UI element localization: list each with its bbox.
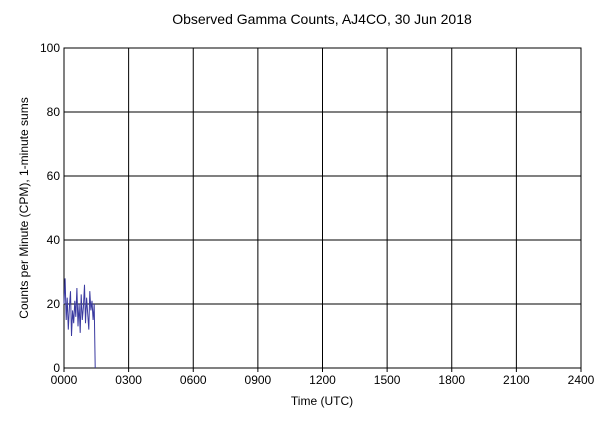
y-tick-label: 0 [53,361,60,375]
y-tick-label: 80 [47,105,61,119]
x-tick-label: 0900 [245,373,272,387]
x-tick-label: 1200 [309,373,336,387]
x-tick-label: 2400 [568,373,595,387]
x-tick-label: 0600 [180,373,207,387]
y-tick-label: 60 [47,169,61,183]
x-axis-label: Time (UTC) [291,394,353,408]
chart-title: Observed Gamma Counts, AJ4CO, 30 Jun 201… [172,11,472,27]
x-tick-label: 1800 [438,373,465,387]
data-line [63,278,96,369]
x-tick-label: 1500 [374,373,401,387]
y-tick-label: 100 [40,41,60,55]
x-tick-label: 0300 [115,373,142,387]
x-tick-label: 0000 [51,373,78,387]
x-tick-label: 2100 [503,373,530,387]
y-axis-label: Counts per Minute (CPM), 1-minute sums [17,97,31,318]
y-tick-label: 20 [47,297,61,311]
y-tick-label: 40 [47,233,61,247]
